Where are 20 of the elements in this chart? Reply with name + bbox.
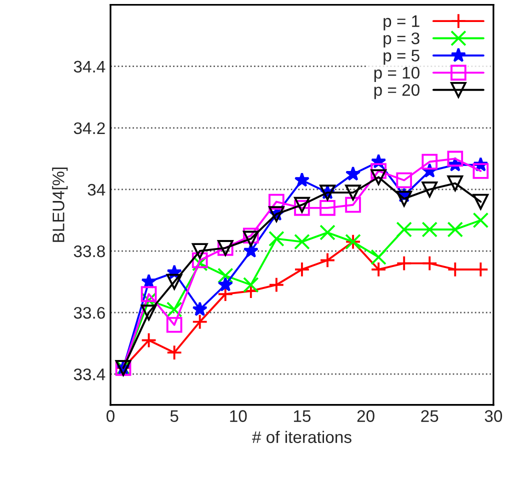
- y-tick-label: 33.6: [74, 306, 105, 319]
- legend-label: p = 1: [384, 15, 420, 30]
- y-tick-label: 34.4: [74, 60, 106, 73]
- x-tick-label: 10: [230, 410, 247, 422]
- y-axis-title: BLEU4[%]: [52, 168, 68, 242]
- x-axis-title: # of iterations: [252, 430, 352, 444]
- y-tick-label: 34: [88, 184, 106, 196]
- x-tick-label: 5: [170, 410, 178, 422]
- legend-label: p = 10: [374, 66, 420, 82]
- y-tick-label: 33.4: [74, 368, 106, 380]
- y-tick-label: 34.2: [74, 122, 105, 134]
- x-tick-label: 25: [421, 410, 438, 422]
- x-tick-label: 15: [294, 410, 311, 422]
- legend-label: p = 5: [384, 50, 420, 65]
- x-tick-label: 20: [357, 410, 374, 422]
- x-tick-label: 30: [484, 410, 502, 422]
- legend-label: p = 3: [384, 32, 420, 48]
- legend-label: p = 20: [374, 84, 420, 100]
- y-tick-label: 33.8: [74, 245, 105, 258]
- x-tick-label: 0: [106, 410, 114, 422]
